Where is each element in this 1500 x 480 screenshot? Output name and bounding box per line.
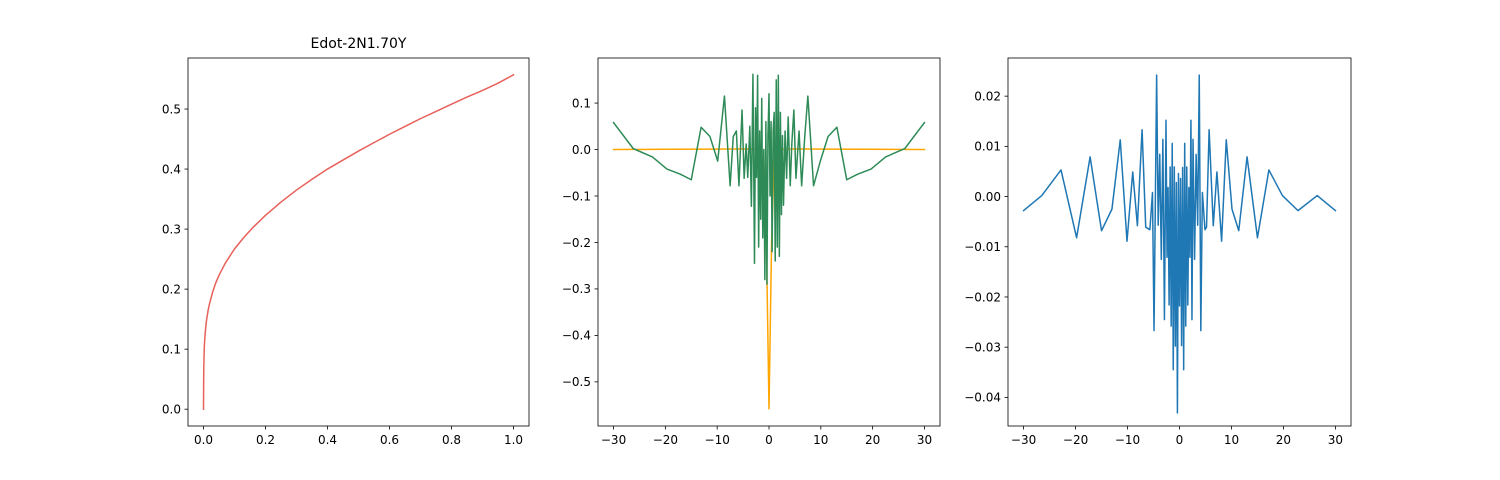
x-tick-label: 30 <box>917 433 932 447</box>
y-tick-label: −0.1 <box>562 189 591 203</box>
series-line-2-1 <box>612 148 926 410</box>
axes-frame <box>187 57 530 427</box>
y-tick-label: 0.0 <box>162 402 181 416</box>
x-tick-label: 10 <box>813 433 828 447</box>
y-tick-label: −0.01 <box>964 240 1001 254</box>
y-tick-label: 0.02 <box>974 89 1001 103</box>
x-tick-label: −20 <box>653 433 678 447</box>
series-line-3-1 <box>1022 74 1337 414</box>
y-tick-label: 0.00 <box>974 190 1001 204</box>
x-tick-label: 10 <box>1224 433 1239 447</box>
x-tick-label: 0.0 <box>194 433 213 447</box>
x-tick-label: 20 <box>865 433 880 447</box>
y-tick-label: −0.02 <box>964 290 1001 304</box>
x-tick-label: 0.8 <box>442 433 461 447</box>
subplot-1: 0.0 0.2 0.4 0.6 0.8 1.0 0.0 0.1 0.2 0.3 0.4 0.5 Edot… <box>162 36 530 447</box>
x-tick-label: 0 <box>1176 433 1184 447</box>
x-tick-label: −30 <box>1011 433 1036 447</box>
series-line-2-2 <box>612 73 926 286</box>
y-tick-label: 0.0 <box>572 143 591 157</box>
x-tick-label: 0.4 <box>318 433 337 447</box>
x-tick-label: 1.0 <box>504 433 523 447</box>
y-tick-label: 0.3 <box>162 222 181 236</box>
y-tick-label: −0.2 <box>562 236 591 250</box>
x-tick-label: 0.2 <box>256 433 275 447</box>
x-tick-label: −10 <box>1115 433 1140 447</box>
x-tick-label: −10 <box>705 433 730 447</box>
y-tick-label: −0.5 <box>562 375 591 389</box>
x-tick-label: 20 <box>1276 433 1291 447</box>
y-tick-label: −0.4 <box>562 329 591 343</box>
y-tick-label: 0.4 <box>162 162 181 176</box>
y-tick-label: 0.2 <box>162 282 181 296</box>
y-tick-label: 0.1 <box>162 342 181 356</box>
x-tick-label: −30 <box>601 433 626 447</box>
y-tick-label: −0.03 <box>964 340 1001 354</box>
y-tick-label: 0.1 <box>572 96 591 110</box>
subplot-3: −30 −20 −10 0 10 20 30 0.02 0.01 0.00 −0.01 −0.02 −0… <box>964 57 1352 447</box>
x-tick-label: 30 <box>1328 433 1343 447</box>
y-tick-label: −0.04 <box>964 391 1001 405</box>
subplots: 0.0 0.2 0.4 0.6 0.8 1.0 0.0 0.1 0.2 0.3 0.4 0.5 Edot… <box>162 36 1352 447</box>
series-line-1-1 <box>202 73 515 410</box>
y-tick-label: 0.01 <box>974 140 1001 154</box>
y-tick-label: 0.5 <box>162 102 181 116</box>
x-tick-label: 0 <box>765 433 773 447</box>
y-tick-label: −0.3 <box>562 282 591 296</box>
subplot-2: −30 −20 −10 0 10 20 30 0.1 0.0 −0.1 −0.2 −0.3 −0.4 −0… <box>562 57 941 447</box>
x-tick-label: −20 <box>1063 433 1088 447</box>
x-tick-label: 0.6 <box>380 433 399 447</box>
chart-title: Edot-2N1.70Y <box>311 36 407 52</box>
